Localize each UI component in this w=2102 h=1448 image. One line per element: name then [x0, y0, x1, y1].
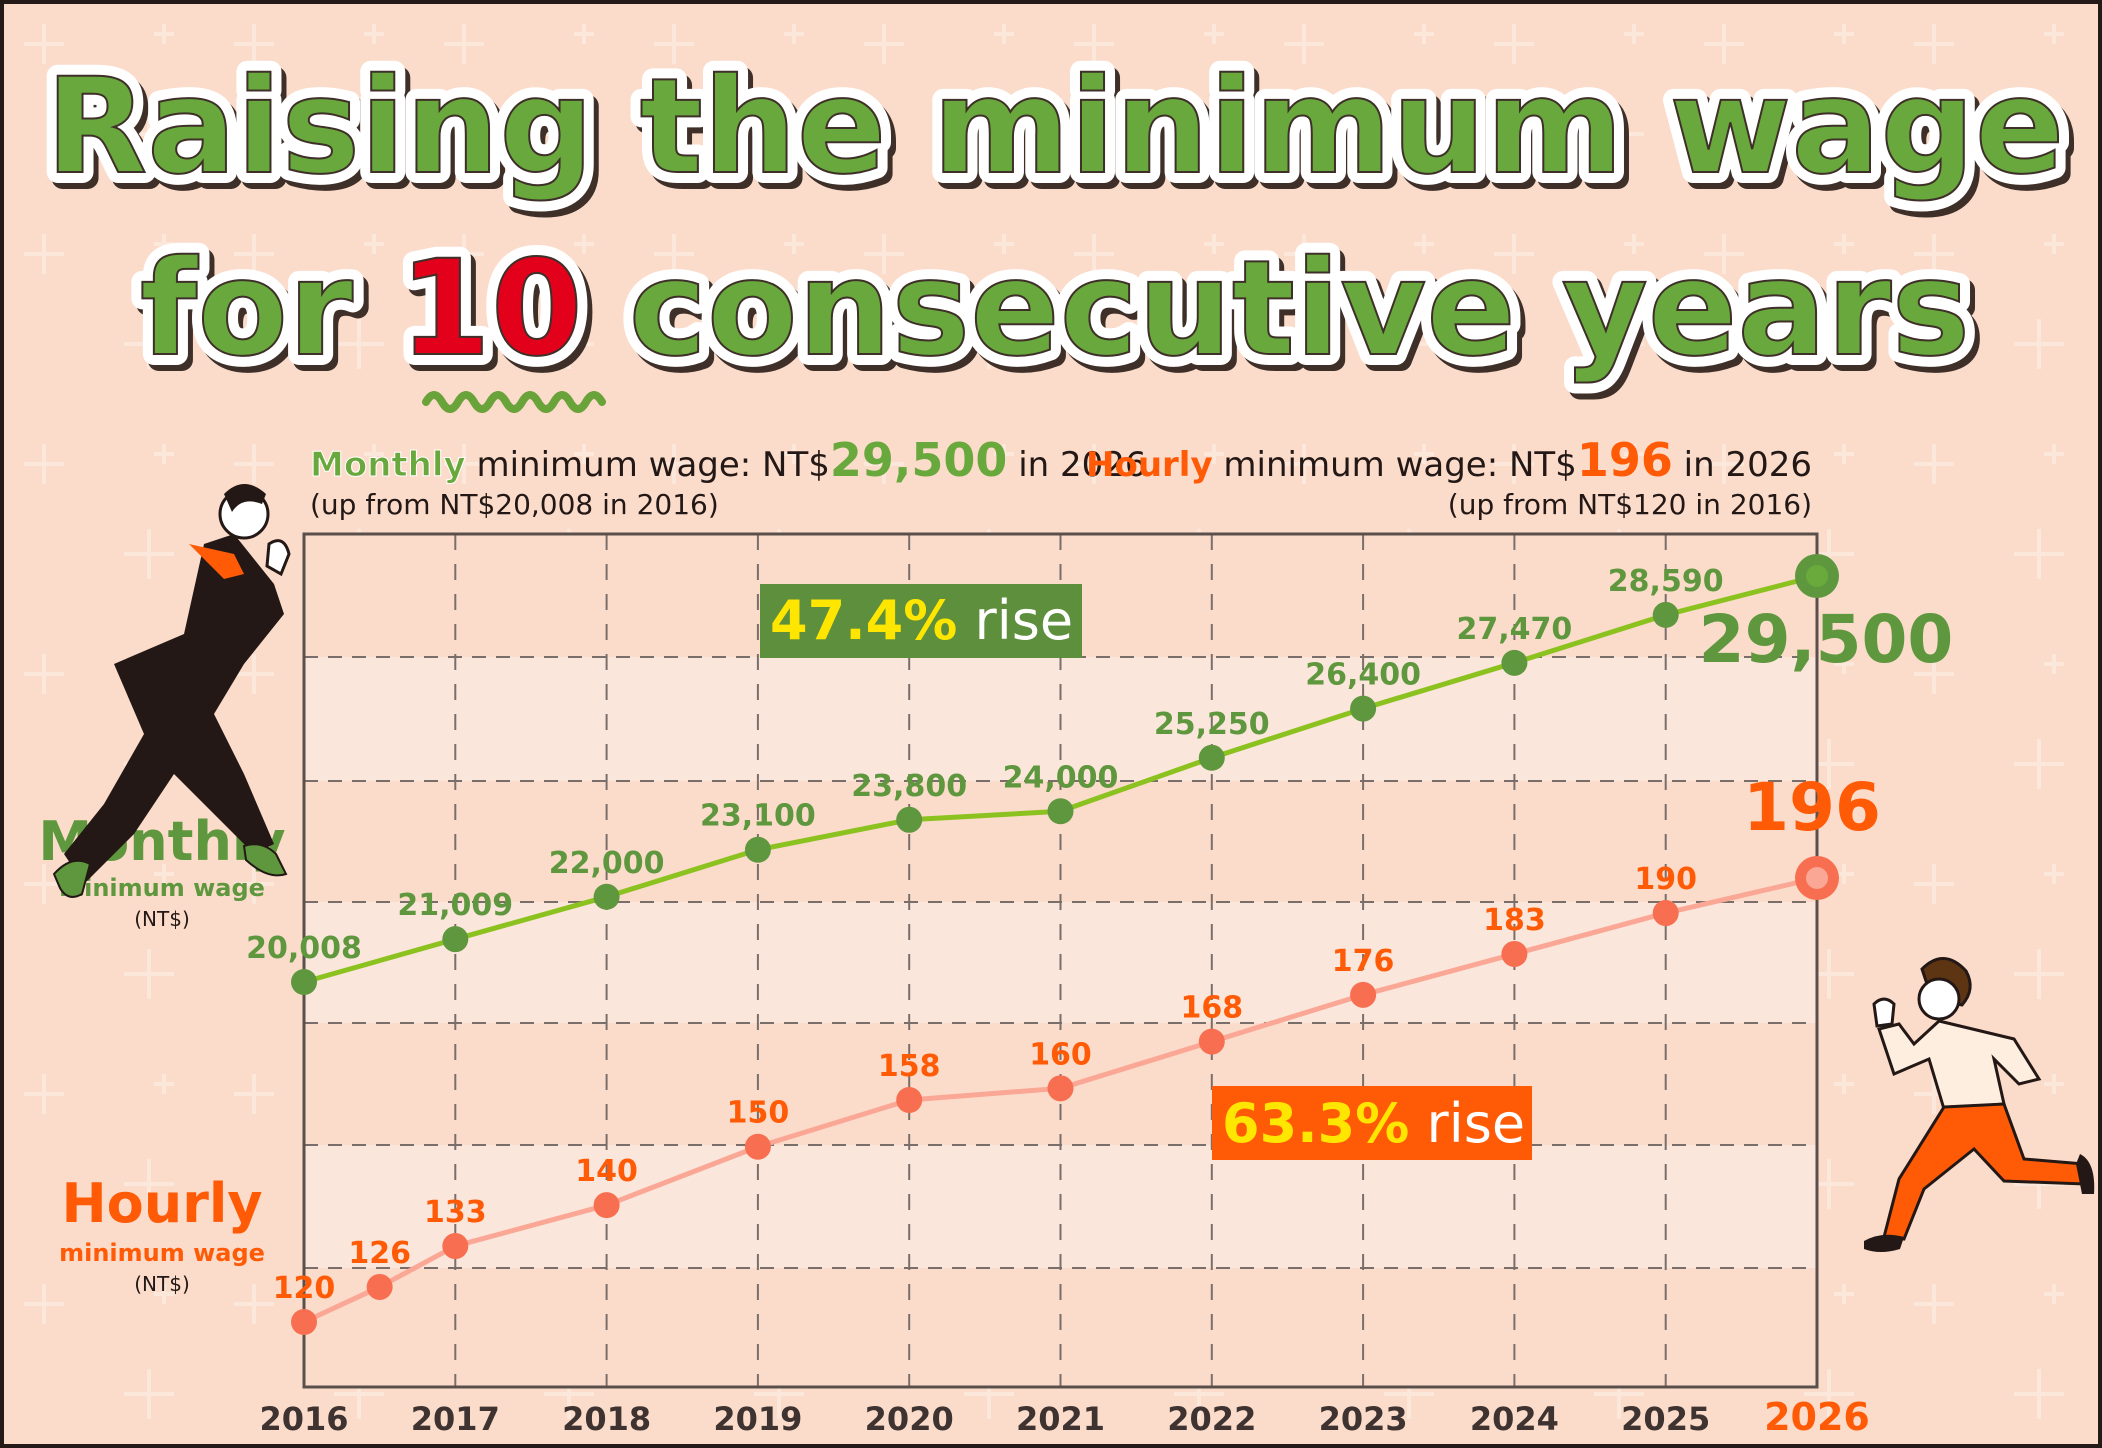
hourly-data-label: 133 — [424, 1195, 487, 1230]
title-line1: Raising the minimum wage — [46, 50, 2065, 204]
x-tick-label: 2016 — [259, 1400, 348, 1438]
page-title: Raising the minimum wage Raising the min… — [35, 39, 2080, 413]
hourly-data-label: 126 — [348, 1236, 411, 1271]
x-tick-label: 2020 — [865, 1400, 954, 1438]
title-highlight-number: 10 — [399, 232, 583, 386]
hourly-point — [442, 1233, 469, 1260]
monthly-point — [291, 969, 317, 995]
monthly-data-label: 20,008 — [246, 931, 362, 966]
hourly-line — [302, 875, 1818, 1325]
hourly-data-label: 183 — [1483, 903, 1546, 938]
monthly-point-final-inner — [1806, 565, 1828, 587]
series-layer: 20,008 21,009 22,000 23,100 23,800 24,000 25,2… — [246, 554, 1953, 1335]
monthly-data-label: 23,800 — [851, 769, 967, 804]
title-line2: for 10 consecutive years — [140, 232, 1970, 386]
hourly-point — [1652, 900, 1679, 927]
monthly-data-label: 26,400 — [1305, 658, 1421, 693]
hourly-rise-badge-bg — [1212, 1086, 1532, 1160]
running-businessman-icon — [52, 484, 291, 898]
x-tick-label: 2026 — [1764, 1395, 1870, 1439]
monthly-summary: Monthly minimum wage: NT$29,500 in 2026 … — [310, 433, 1147, 521]
monthly-point — [1198, 744, 1225, 771]
hourly-point-final-inner — [1806, 867, 1828, 889]
plot-frame — [302, 532, 1819, 1389]
monthly-point — [1652, 601, 1679, 628]
hourly-final-label: 196 — [1743, 769, 1881, 846]
hourly-point — [291, 1309, 317, 1335]
monthly-side-subtitle: minimum wage — [59, 874, 265, 902]
hourly-side-label: Hourly minimum wage (NT$) — [59, 1172, 265, 1296]
running-woman-icon — [1864, 957, 2095, 1252]
monthly-data-label: 23,100 — [700, 799, 816, 834]
monthly-point — [1350, 695, 1377, 722]
monthly-point — [744, 836, 771, 863]
hourly-data-label: 150 — [727, 1096, 790, 1131]
hourly-side-subtitle: minimum wage — [59, 1239, 265, 1267]
x-tick-label: 2025 — [1621, 1400, 1710, 1438]
monthly-summary-line: Monthly minimum wage: NT$29,500 in 2026 — [310, 433, 1147, 487]
hourly-side-unit: (NT$) — [134, 1272, 190, 1296]
monthly-data-label: 24,000 — [1003, 760, 1119, 795]
hourly-side-title: Hourly — [61, 1172, 262, 1235]
hourly-data-label: 160 — [1029, 1037, 1092, 1072]
monthly-series: 20,008 21,009 22,000 23,100 23,800 24,000 25,2… — [246, 554, 1953, 995]
x-tick-label: 2024 — [1470, 1400, 1559, 1438]
hourly-rise-text: 63.3% rise — [1222, 1092, 1525, 1155]
chart-canvas: Raising the minimum wage Raising the min… — [4, 4, 2098, 1444]
title-line1-shadow: Raising the minimum wage — [51, 56, 2070, 210]
hourly-point — [593, 1192, 620, 1219]
monthly-data-label: 28,590 — [1608, 564, 1724, 599]
x-tick-label: 2023 — [1319, 1400, 1408, 1438]
monthly-rise-badge-bg — [760, 584, 1082, 658]
hourly-data-label: 158 — [878, 1049, 941, 1084]
x-tick-label: 2018 — [562, 1400, 651, 1438]
monthly-summary-note: (up from NT$20,008 in 2016) — [310, 488, 719, 521]
hourly-point — [1198, 1028, 1225, 1055]
hourly-data-label: 176 — [1332, 944, 1395, 979]
hourly-summary-line: Hourly minimum wage: NT$196 in 2026 — [1086, 433, 1812, 487]
monthly-rise-text: 47.4% rise — [770, 589, 1073, 652]
x-tick-label: 2017 — [411, 1400, 500, 1438]
hourly-point — [896, 1087, 923, 1113]
hourly-data-label: 190 — [1634, 862, 1697, 897]
hourly-data-label: 168 — [1180, 991, 1243, 1026]
monthly-side-unit: (NT$) — [134, 907, 190, 931]
x-tick-label: 2022 — [1167, 1400, 1256, 1438]
x-axis: 2016 2017 2018 2019 2020 2021 2022 2023 2024 2025… — [259, 1395, 1869, 1439]
monthly-point — [442, 926, 469, 953]
hourly-data-label: 120 — [273, 1271, 336, 1306]
title-line2-shadow: for 10 consecutive years — [145, 238, 1975, 392]
monthly-point — [593, 883, 620, 910]
monthly-data-label: 27,470 — [1457, 612, 1573, 647]
monthly-data-label: 25,250 — [1154, 707, 1270, 742]
hourly-rise-badge: 63.3% rise — [1212, 1086, 1532, 1160]
monthly-point — [1047, 798, 1074, 825]
hourly-point — [744, 1133, 771, 1160]
monthly-point — [1501, 649, 1528, 676]
monthly-final-label: 29,500 — [1699, 601, 1954, 678]
title-line2-outline: for 10 consecutive years — [140, 232, 1970, 386]
hourly-point — [1350, 981, 1377, 1008]
hourly-data-label: 140 — [575, 1154, 638, 1189]
monthly-rise-badge: 47.4% rise — [760, 584, 1082, 658]
hourly-series: 120 126 133 140 150 158 160 168 176 183 190 196 — [273, 769, 1881, 1335]
monthly-point — [896, 806, 923, 833]
hourly-summary: Hourly minimum wage: NT$196 in 2026 (up … — [1086, 433, 1812, 521]
x-tick-label: 2019 — [713, 1400, 802, 1438]
hourly-summary-note: (up from NT$120 in 2016) — [1448, 488, 1812, 521]
hourly-point — [1501, 940, 1528, 967]
title-line1-outline: Raising the minimum wage — [46, 50, 2065, 204]
monthly-data-label: 22,000 — [549, 846, 665, 881]
monthly-data-label: 21,009 — [397, 888, 513, 923]
wavy-underline-icon — [422, 391, 606, 413]
x-tick-label: 2021 — [1016, 1400, 1105, 1438]
hourly-point — [1047, 1075, 1074, 1102]
hourly-point — [366, 1273, 393, 1300]
